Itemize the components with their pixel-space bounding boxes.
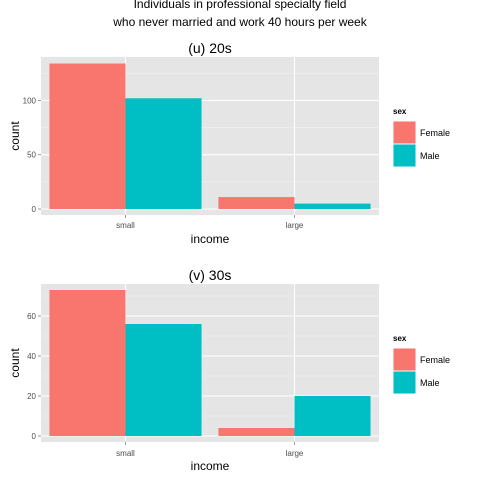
panel-title: (u) 20s <box>188 40 232 56</box>
bar-male-small <box>125 98 202 209</box>
y-tick-label: 40 <box>27 352 36 361</box>
y-axis-title: count <box>8 348 22 378</box>
x-tick-label: small <box>116 221 135 230</box>
panel-title: (v) 30s <box>189 267 232 283</box>
bar-female-small <box>49 63 126 210</box>
panel-2: (v) 30s 0 20 40 60 small large income count sex Fe… <box>8 267 450 473</box>
figure-title-line1: Individuals in professional specialty fi… <box>133 0 347 11</box>
y-tick-label: 0 <box>32 205 37 214</box>
x-axis-title: income <box>191 459 230 473</box>
legend-key-female <box>393 121 416 144</box>
legend-label-female: Female <box>420 355 450 365</box>
y-tick-label: 20 <box>27 392 36 401</box>
y-tick-label: 60 <box>27 312 36 321</box>
x-tick-label: large <box>286 221 304 230</box>
bar-male-small <box>125 324 202 436</box>
bar-female-small <box>49 290 126 436</box>
bar-male-large <box>294 203 371 209</box>
x-tick-label: large <box>286 449 304 458</box>
legend-label-male: Male <box>420 151 440 161</box>
y-tick-label: 50 <box>27 151 36 160</box>
legend-title: sex <box>393 334 407 343</box>
y-axis-title: count <box>8 121 22 151</box>
legend: sex Female Male <box>392 334 450 395</box>
y-tick-label: 0 <box>32 432 37 441</box>
legend: sex Female Male <box>392 107 450 168</box>
figure-title-line2: who never married and work 40 hours per … <box>113 15 367 29</box>
x-tick-label: small <box>116 449 135 458</box>
legend-key-male <box>393 144 416 167</box>
bar-female-large <box>218 197 295 209</box>
y-tick-label: 100 <box>23 96 37 105</box>
bar-female-large <box>218 428 295 436</box>
panel-1: (u) 20s 0 50 100 small large income count sex Fem… <box>8 40 450 246</box>
legend-title: sex <box>393 107 407 116</box>
x-axis-title: income <box>191 232 230 246</box>
legend-label-female: Female <box>420 128 450 138</box>
legend-key-female <box>393 348 416 371</box>
legend-label-male: Male <box>420 378 440 388</box>
legend-key-male <box>393 371 416 394</box>
bar-male-large <box>294 396 371 436</box>
